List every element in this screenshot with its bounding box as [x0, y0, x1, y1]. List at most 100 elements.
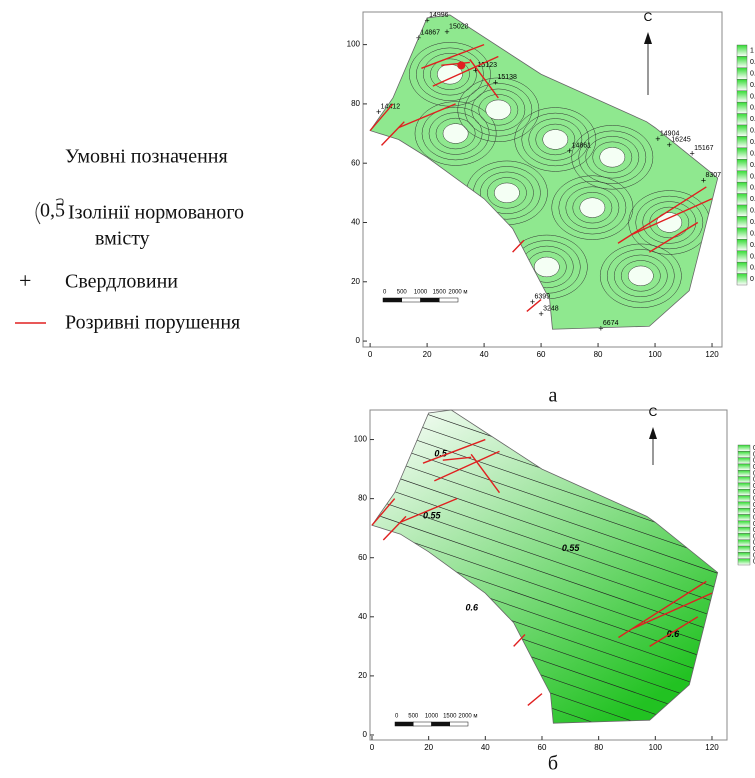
- colorbar-cell: [737, 539, 751, 547]
- colorbar-label: 0.5: [753, 514, 755, 521]
- colorbar-cell: [736, 67, 748, 80]
- isoline: [480, 171, 534, 214]
- fault: [631, 198, 713, 235]
- isoline: [421, 106, 490, 161]
- scalebar-segment: [439, 297, 459, 303]
- colorbar-cell: [736, 136, 748, 149]
- isoline: [565, 186, 620, 229]
- y-tick-label: 100: [354, 435, 368, 444]
- well-marker: +: [689, 149, 694, 159]
- colorbar-label: 0.85: [750, 82, 755, 89]
- isoline: [578, 130, 647, 184]
- colorbar-cell: [737, 533, 751, 540]
- fault: [527, 693, 543, 706]
- colorbar-label: 0.5: [753, 540, 755, 547]
- fault: [649, 616, 699, 647]
- fault: [422, 438, 486, 464]
- isoline: [494, 182, 520, 203]
- scalebar-segment: [401, 297, 421, 303]
- colorbar-label: 0.75: [750, 105, 755, 112]
- well-marker: +: [473, 66, 478, 76]
- isoline: [416, 47, 484, 101]
- map-area: [371, 410, 718, 724]
- legend-text: вмісту: [95, 228, 150, 250]
- well-marker: +: [530, 297, 535, 307]
- fault: [526, 299, 542, 312]
- colorbar-cell: [736, 250, 748, 263]
- fault: [632, 592, 713, 630]
- isoline: [371, 468, 718, 592]
- fault: [371, 498, 396, 526]
- colorbar-cell: [737, 545, 751, 553]
- fault: [512, 239, 525, 253]
- fault: [513, 634, 526, 647]
- x-tick-label: 40: [480, 350, 489, 359]
- colorbar-label: 0.9: [750, 70, 755, 77]
- x-tick-label: 40: [481, 743, 490, 752]
- colorbar-cell: [736, 261, 748, 274]
- isoline-symbol: [35, 201, 41, 225]
- isoline: [533, 256, 560, 278]
- colorbar-cell: [737, 526, 751, 534]
- fault: [400, 497, 458, 523]
- well-symbol: +: [19, 268, 31, 293]
- legend: Умовні позначення 0,5 Ізолінії нормовано…: [15, 146, 244, 334]
- colorbar-cell: [736, 101, 748, 114]
- y-tick-label: 60: [358, 553, 367, 562]
- y-tick-label: 40: [358, 612, 367, 621]
- colorbar-cell: [737, 457, 751, 465]
- colorbar-label: 0.5: [753, 496, 755, 503]
- isoline: [464, 83, 533, 137]
- colorbar-cell: [737, 520, 751, 528]
- colorbar-label: 0.65: [750, 128, 755, 135]
- panel-label: б: [548, 753, 558, 775]
- isoline: [606, 249, 675, 303]
- well-label: 15167: [694, 145, 714, 152]
- isoline: [514, 107, 597, 172]
- colorbar-cell: [736, 159, 748, 171]
- x-tick-label: 0: [368, 350, 373, 359]
- colorbar-label: 0.6: [753, 483, 755, 490]
- fault: [442, 456, 472, 461]
- colorbar-label: 0.35: [750, 196, 755, 203]
- scalebar-segment: [413, 721, 432, 727]
- isoline: [627, 265, 654, 286]
- colorbar-label: 0.8: [750, 93, 755, 100]
- isoline: [478, 94, 519, 126]
- colorbar-label: 0.6: [753, 477, 755, 484]
- isoline: [371, 483, 718, 607]
- x-tick-label: 60: [537, 350, 546, 359]
- well-label: 8307: [705, 172, 721, 179]
- isoline: [635, 195, 704, 250]
- colorbar-cell: [737, 501, 751, 509]
- scalebar-segment: [382, 297, 402, 303]
- isoline: [414, 101, 497, 166]
- colorbar-cell: [737, 507, 751, 515]
- colorbar-label: 0.95: [750, 59, 755, 66]
- well-label: 15028: [449, 24, 469, 31]
- scalebar-label: 0: [395, 714, 399, 720]
- colorbar-cell: [737, 476, 751, 484]
- well-label: 3248: [543, 305, 559, 312]
- isoline: [371, 454, 718, 577]
- colorbar-cell: [736, 90, 748, 103]
- colorbar-label: 0.4: [750, 185, 755, 192]
- isoline: [535, 123, 576, 156]
- well-marker: +: [567, 146, 572, 156]
- colorbar-label: 0.5: [753, 489, 755, 496]
- scalebar-segment: [449, 721, 469, 727]
- panel-label: а: [549, 385, 558, 407]
- isoline: [430, 58, 470, 90]
- colorbar-label: 0.6: [753, 445, 755, 452]
- legend-text: Свердловини: [65, 271, 178, 293]
- north-arrow-head: [644, 32, 652, 44]
- colorbar-cell: [737, 514, 751, 521]
- fault: [421, 43, 485, 69]
- colorbar-label: 0: [750, 276, 754, 283]
- fault: [369, 103, 394, 132]
- isoline: [585, 136, 640, 179]
- well-marker: +: [444, 27, 449, 37]
- colorbar-cell: [737, 463, 751, 471]
- x-tick-label: 80: [594, 743, 603, 752]
